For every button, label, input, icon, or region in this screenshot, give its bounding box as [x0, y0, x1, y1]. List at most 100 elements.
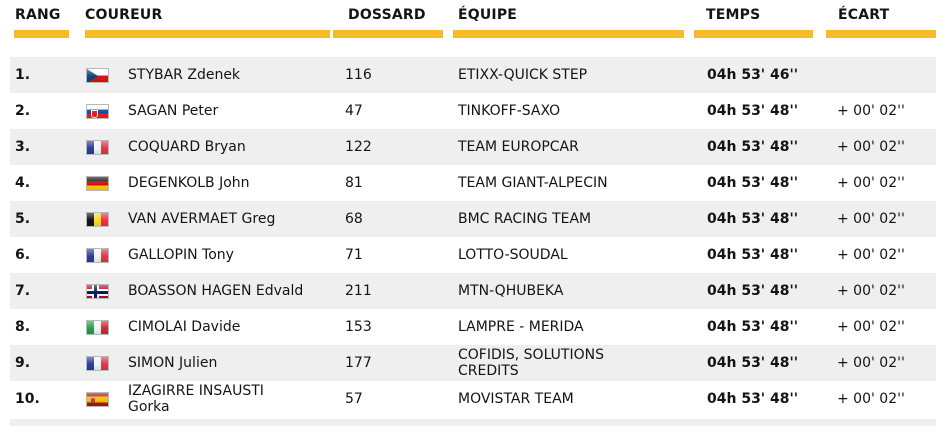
team-cell: TEAM GIANT-ALPECIN — [453, 175, 694, 191]
rider-cell: IZAGIRRE INSAUSTI Gorka — [85, 383, 333, 415]
time-value: 04h 53' 48'' — [707, 175, 799, 191]
gap-value: + 00' 02'' — [837, 319, 905, 335]
rank-cell: 2. — [15, 103, 31, 119]
header-coureur-label: COUREUR — [85, 7, 163, 23]
rider-cell: SAGAN Peter — [85, 103, 333, 119]
table-row: 9. SIMON Julien 177 COFIDIS, SOLUTIONS C… — [10, 345, 936, 381]
france-flag-icon — [86, 355, 109, 371]
rider-name: VAN AVERMAET Greg — [128, 211, 275, 227]
belgium-flag-icon — [86, 211, 109, 227]
rider-first-name: Peter — [181, 103, 219, 119]
rider-last-name: VAN AVERMAET — [128, 211, 238, 227]
bib-number: 71 — [345, 247, 363, 263]
gap-value: + 00' 02'' — [837, 355, 905, 371]
rank-cell: 8. — [15, 319, 31, 335]
table-row: 10. IZAGIRRE INSAUSTI Gorka 57 MOVISTAR … — [10, 381, 936, 417]
team-cell: MTN-QHUBEKA — [453, 283, 694, 299]
header-rang: RANG — [10, 8, 85, 38]
team-cell: BMC RACING TEAM — [453, 211, 694, 227]
rider-first-name: Davide — [191, 319, 241, 335]
team-name: TEAM EUROPCAR — [458, 139, 579, 155]
slovakia-flag-icon — [86, 103, 109, 119]
table-row: 3. COQUARD Bryan 122 TEAM EUROPCAR 04h 5… — [10, 129, 936, 165]
rider-first-name: Edvald — [255, 283, 304, 299]
team-name: COFIDIS, SOLUTIONS CREDITS — [458, 347, 604, 379]
bib-number: 122 — [345, 139, 372, 155]
rank-cell: 7. — [15, 283, 31, 299]
table-body: 1. STYBAR Zdenek 116 ETIXX-QUICK STEP 04… — [10, 57, 936, 417]
rider-name: IZAGIRRE INSAUSTI Gorka — [128, 383, 306, 415]
race-results-table: RANG COUREUR DOSSARD ÉQUIPE TEMPS ÉCART … — [10, 8, 936, 426]
time-value: 04h 53' 48'' — [707, 103, 799, 119]
team-name: LOTTO-SOUDAL — [458, 247, 568, 263]
team-cell: MOVISTAR TEAM — [453, 391, 694, 407]
table-footer-strip — [10, 419, 936, 426]
gap-value: + 00' 02'' — [837, 247, 905, 263]
time-value: 04h 53' 46'' — [707, 67, 799, 83]
gap-value: + 00' 02'' — [837, 103, 905, 119]
time-value: 04h 53' 48'' — [707, 355, 799, 371]
time-value: 04h 53' 48'' — [707, 211, 799, 227]
table-row: 2. SAGAN Peter 47 TINKOFF-SAXO 04h 53' 4… — [10, 93, 936, 129]
rider-first-name: John — [219, 175, 250, 191]
time-value: 04h 53' 48'' — [707, 283, 799, 299]
rider-first-name: Greg — [241, 211, 276, 227]
rider-name: BOASSON HAGEN Edvald — [128, 283, 303, 299]
rider-last-name: DEGENKOLB — [128, 175, 215, 191]
time-value: 04h 53' 48'' — [707, 319, 799, 335]
rank-cell: 5. — [15, 211, 31, 227]
time-value: 04h 53' 48'' — [707, 247, 799, 263]
rank-cell: 1. — [15, 67, 31, 83]
czech-republic-flag-icon — [86, 67, 109, 83]
rider-last-name: IZAGIRRE INSAUSTI — [128, 383, 264, 399]
rider-name: CIMOLAI Davide — [128, 319, 240, 335]
table-row: 5. VAN AVERMAET Greg 68 BMC RACING TEAM … — [10, 201, 936, 237]
team-name: MOVISTAR TEAM — [458, 391, 574, 407]
gap-value: + 00' 02'' — [837, 139, 905, 155]
team-cell: TEAM EUROPCAR — [453, 139, 694, 155]
rider-cell: STYBAR Zdenek — [85, 67, 333, 83]
spain-flag-icon — [86, 391, 109, 407]
team-cell: TINKOFF-SAXO — [453, 103, 694, 119]
bib-number: 116 — [345, 67, 372, 83]
germany-flag-icon — [86, 175, 109, 191]
team-name: TINKOFF-SAXO — [458, 103, 561, 119]
header-temps-label: TEMPS — [706, 7, 761, 23]
time-value: 04h 53' 48'' — [707, 391, 799, 407]
gap-value: + 00' 02'' — [837, 391, 905, 407]
bib-number: 211 — [345, 283, 372, 299]
table-row: 8. CIMOLAI Davide 153 LAMPRE - MERIDA 04… — [10, 309, 936, 345]
rider-cell: CIMOLAI Davide — [85, 319, 333, 335]
team-name: MTN-QHUBEKA — [458, 283, 564, 299]
team-cell: COFIDIS, SOLUTIONS CREDITS — [453, 347, 694, 379]
team-cell: ETIXX-QUICK STEP — [453, 67, 694, 83]
rider-cell: BOASSON HAGEN Edvald — [85, 283, 333, 299]
rank-cell: 10. — [15, 391, 40, 407]
rider-last-name: SAGAN — [128, 103, 178, 119]
rider-last-name: COQUARD — [128, 139, 201, 155]
team-name: TEAM GIANT-ALPECIN — [458, 175, 608, 191]
team-cell: LAMPRE - MERIDA — [453, 319, 694, 335]
rider-name: STYBAR Zdenek — [128, 67, 240, 83]
team-name: ETIXX-QUICK STEP — [458, 67, 588, 83]
team-name: BMC RACING TEAM — [458, 211, 592, 227]
rider-cell: SIMON Julien — [85, 355, 333, 371]
header-equipe: ÉQUIPE — [453, 8, 694, 38]
rider-last-name: BOASSON HAGEN — [128, 283, 252, 299]
table-row: 6. GALLOPIN Tony 71 LOTTO-SOUDAL 04h 53'… — [10, 237, 936, 273]
table-row: 1. STYBAR Zdenek 116 ETIXX-QUICK STEP 04… — [10, 57, 936, 93]
rank-cell: 9. — [15, 355, 31, 371]
rider-first-name: Julien — [179, 355, 218, 371]
bib-number: 81 — [345, 175, 363, 191]
header-dossard-label: DOSSARD — [348, 7, 426, 23]
rank-cell: 3. — [15, 139, 31, 155]
header-ecart: ÉCART — [826, 8, 936, 38]
team-cell: LOTTO-SOUDAL — [453, 247, 694, 263]
header-temps: TEMPS — [694, 8, 826, 38]
header-equipe-label: ÉQUIPE — [458, 7, 518, 23]
rider-first-name: Gorka — [128, 399, 170, 415]
gap-value: + 00' 02'' — [837, 175, 905, 191]
rider-cell: GALLOPIN Tony — [85, 247, 333, 263]
rider-name: SAGAN Peter — [128, 103, 218, 119]
header-ecart-label: ÉCART — [838, 7, 890, 23]
